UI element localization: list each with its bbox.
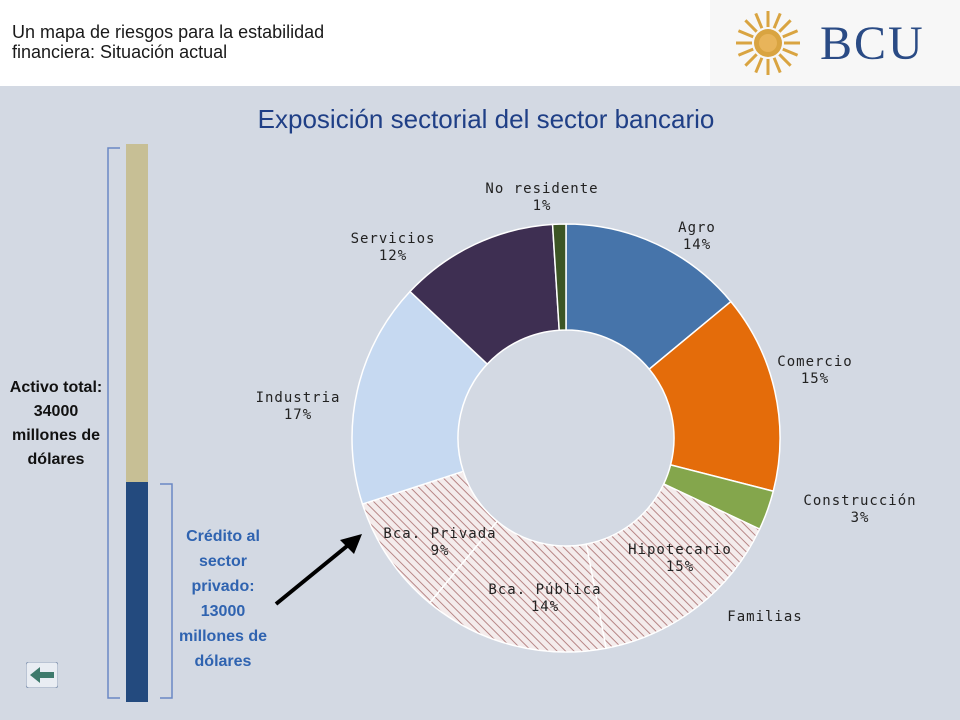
bcu-logo bbox=[710, 0, 960, 86]
total-assets-label: Activo total: 34000 millones de dólares bbox=[9, 379, 103, 468]
logo-text: BCU bbox=[820, 17, 925, 70]
slice-comercio bbox=[648, 300, 781, 493]
slice-value-label: 1% bbox=[533, 198, 552, 214]
slice-bca-p-blica bbox=[428, 520, 607, 653]
slice-category-label: No residente bbox=[485, 181, 598, 197]
slice-value-label: 14% bbox=[531, 599, 559, 615]
slice-category-label: Bca. Pública bbox=[488, 582, 601, 598]
arrow-head bbox=[340, 534, 362, 554]
slice-category-label: Comercio bbox=[777, 354, 852, 370]
private-credit-label: Crédito al sector privado: 13000 millone… bbox=[178, 528, 268, 670]
slice-category-label: Industria bbox=[256, 390, 341, 406]
slice-value-label: 15% bbox=[801, 371, 829, 387]
slice-value-label: 3% bbox=[851, 510, 870, 526]
slice-value-label: 9% bbox=[431, 543, 450, 559]
slice-category-label: Bca. Privada bbox=[383, 526, 496, 542]
slice-category-label: Construcción bbox=[803, 493, 916, 509]
sun-emblem-icon bbox=[736, 11, 800, 75]
slice-category-label: Servicios bbox=[351, 231, 436, 247]
slice-value-label: 17% bbox=[284, 407, 312, 423]
group-label-familias: Familias bbox=[727, 609, 802, 625]
page-title: Un mapa de riesgos para la estabilidad f… bbox=[12, 22, 325, 62]
slice-hipotecario bbox=[585, 482, 761, 650]
back-button[interactable] bbox=[25, 661, 59, 689]
slice-value-label: 15% bbox=[666, 559, 694, 575]
slice-value-label: 14% bbox=[683, 237, 711, 253]
slice-agro bbox=[565, 223, 732, 371]
slice-category-label: Agro bbox=[678, 220, 716, 236]
slice-industria bbox=[351, 290, 489, 506]
slice-no-residente bbox=[551, 223, 567, 332]
total-assets-bar bbox=[126, 144, 148, 482]
pointer-arrow bbox=[274, 540, 354, 606]
chart-title: Exposición sectorial del sector bancario bbox=[257, 104, 715, 134]
private-credit-bar bbox=[126, 482, 148, 702]
slice-value-label: 12% bbox=[379, 248, 407, 264]
slice-category-label: Hipotecario bbox=[628, 542, 732, 558]
back-arrow-icon bbox=[25, 661, 59, 689]
